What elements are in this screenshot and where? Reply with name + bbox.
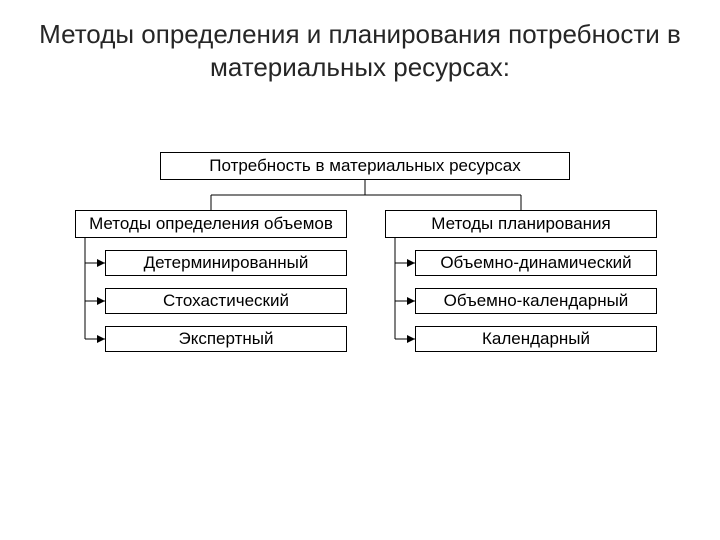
- node-r3: Календарный: [415, 326, 657, 352]
- node-l2: Стохастический: [105, 288, 347, 314]
- node-r1: Объемно-динамический: [415, 250, 657, 276]
- node-root: Потребность в материальных ресурсах: [160, 152, 570, 180]
- node-l1: Детерминированный: [105, 250, 347, 276]
- node-right: Методы планирования: [385, 210, 657, 238]
- node-left: Методы определения объемов: [75, 210, 347, 238]
- node-r2: Объемно-календарный: [415, 288, 657, 314]
- node-l3: Экспертный: [105, 326, 347, 352]
- slide: Методы определения и планирования потреб…: [0, 0, 720, 540]
- slide-title: Методы определения и планирования потреб…: [0, 18, 720, 83]
